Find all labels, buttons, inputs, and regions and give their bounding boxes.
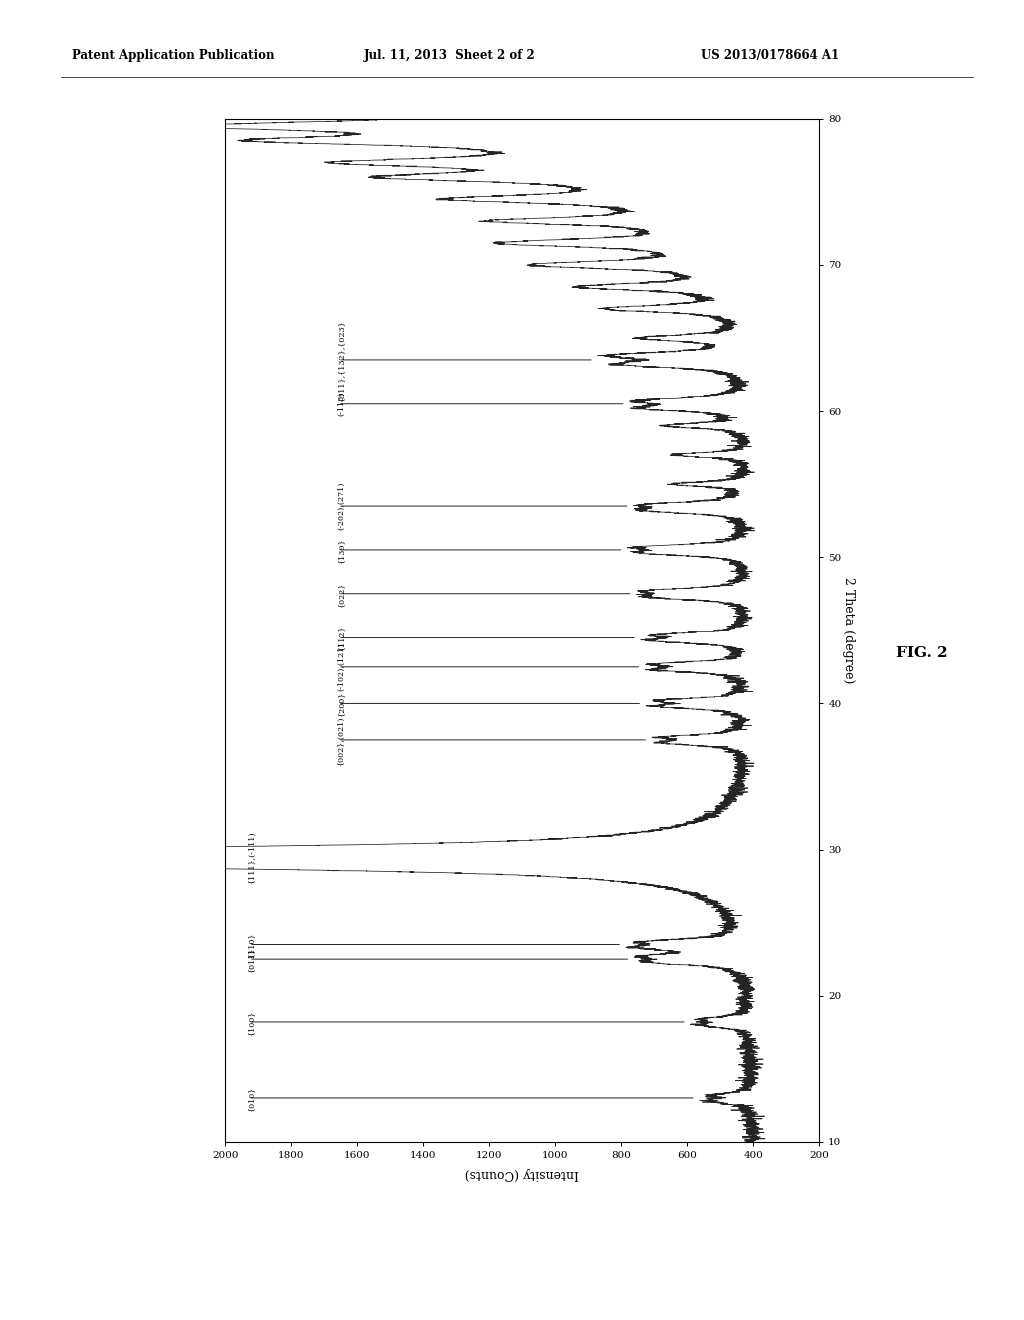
Text: Patent Application Publication: Patent Application Publication: [72, 49, 274, 62]
Text: {002},(021): {002},(021): [337, 715, 345, 764]
Text: {110}: {110}: [248, 932, 256, 957]
Text: {011}: {011}: [248, 946, 256, 972]
Text: {112}: {112}: [337, 624, 345, 651]
Text: (-202),(271): (-202),(271): [337, 482, 345, 531]
Text: (-113): (-113): [337, 392, 345, 416]
X-axis label: Intensity (Counts): Intensity (Counts): [465, 1167, 580, 1180]
Text: (-102),(121): (-102),(121): [337, 643, 345, 692]
Text: {311},{132},{023}: {311},{132},{023}: [337, 319, 345, 401]
Text: {111},(-111): {111},(-111): [248, 830, 256, 883]
Text: Jul. 11, 2013  Sheet 2 of 2: Jul. 11, 2013 Sheet 2 of 2: [364, 49, 536, 62]
Text: US 2013/0178664 A1: US 2013/0178664 A1: [701, 49, 840, 62]
Y-axis label: 2 Theta (degree): 2 Theta (degree): [843, 577, 855, 684]
Text: {139}: {139}: [337, 537, 345, 562]
Text: {022}: {022}: [337, 581, 345, 606]
Text: {010}: {010}: [248, 1085, 256, 1110]
Text: FIG. 2: FIG. 2: [896, 647, 947, 660]
Text: {200}: {200}: [337, 690, 345, 715]
Text: {100}: {100}: [248, 1010, 256, 1035]
